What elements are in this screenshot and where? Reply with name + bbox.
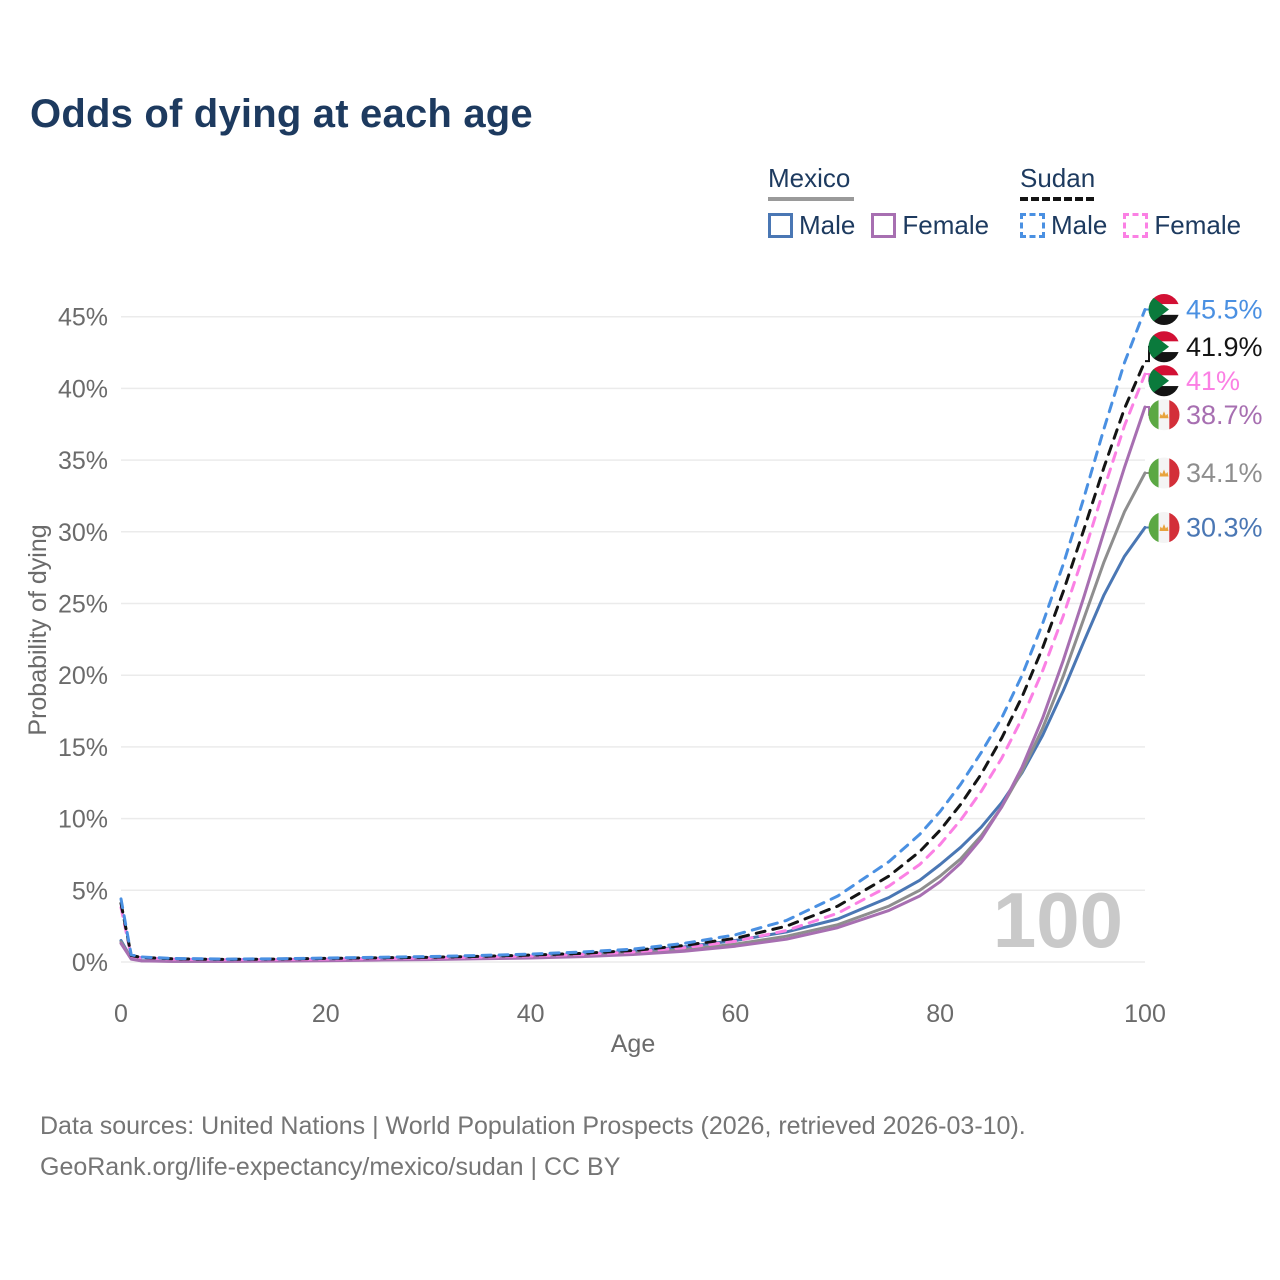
- x-tick-label: 80: [926, 1000, 954, 1028]
- footer-attribution[interactable]: GeoRank.org/life-expectancy/mexico/sudan…: [40, 1153, 621, 1181]
- legend-item-mexico-female[interactable]: Female: [871, 210, 989, 241]
- legend-item-sudan-female[interactable]: Female: [1123, 210, 1241, 241]
- y-tick-label: 45%: [58, 304, 108, 332]
- end-value-label-sudan-male: 45.5%: [1186, 295, 1263, 325]
- x-tick-label: 40: [517, 1000, 545, 1028]
- y-tick-label: 15%: [58, 734, 108, 762]
- mexico-flag-icon: [1148, 399, 1180, 431]
- footer-sources: Data sources: United Nations | World Pop…: [40, 1112, 1026, 1140]
- end-value-label-mexico-male: 30.3%: [1186, 512, 1263, 542]
- end-value-label-mexico-both-sexes: 34.1%: [1186, 458, 1263, 488]
- x-tick-label: 100: [1124, 1000, 1166, 1028]
- x-tick-label: 0: [114, 1000, 128, 1028]
- mexico-flag-icon: [1148, 511, 1180, 543]
- y-tick-label: 10%: [58, 806, 108, 834]
- y-tick-label: 25%: [58, 591, 108, 619]
- sudan-flag-icon: [1148, 294, 1180, 326]
- legend-country-label-sudan[interactable]: Sudan: [1020, 163, 1096, 193]
- sudan-flag-icon: [1148, 331, 1180, 363]
- footer: Data sources: United Nations | World Pop…: [40, 1106, 1026, 1188]
- y-tick-label: 5%: [72, 877, 108, 905]
- legend-item-mexico-male[interactable]: Male: [768, 210, 855, 241]
- end-value-label-sudan-female: 41%: [1186, 366, 1240, 396]
- legend-country-label-mexico[interactable]: Mexico: [768, 163, 851, 193]
- legend-underline-sudan: [1020, 197, 1094, 201]
- end-value-label-sudan-both-sexes: 41.9%: [1186, 332, 1263, 362]
- legend-item-sudan-male[interactable]: Male: [1020, 210, 1107, 241]
- mexico-male-swatch-icon: [768, 213, 793, 238]
- legend-item-label-mexico-female: Female: [902, 210, 990, 240]
- mexico-female-swatch-icon: [871, 213, 897, 238]
- sudan-female-swatch-icon: [1123, 213, 1149, 238]
- page-title: Odds of dying at each age: [30, 92, 533, 136]
- legend-group-mexico: Mexico Male Female: [768, 163, 989, 241]
- y-tick-label: 40%: [58, 375, 108, 403]
- sudan-flag-icon: [1148, 365, 1180, 397]
- line-chart[interactable]: 0% 5% 10% 15% 20% 25% 30% 35% 40% 45% 0 20 40 60 80 100…: [0, 0, 1280, 1080]
- y-axis-title: Probability of dying: [24, 524, 52, 735]
- series-line-mexico-female[interactable]: [119, 405, 1147, 963]
- series-line-sudan-female[interactable]: [119, 372, 1147, 962]
- legend: Mexico Male Female Sudan Male Female: [0, 163, 1280, 243]
- mexico-flag-icon: [1148, 457, 1180, 489]
- legend-group-sudan: Sudan Male Female: [1020, 163, 1241, 241]
- y-tick-label: 20%: [58, 662, 108, 690]
- y-tick-label: 30%: [58, 519, 108, 547]
- legend-item-label-sudan-female: Female: [1154, 210, 1242, 240]
- sudan-male-swatch-icon: [1020, 213, 1045, 238]
- legend-item-label-mexico-male: Male: [799, 210, 856, 240]
- series-line-sudan-male[interactable]: [119, 308, 1147, 961]
- x-tick-label: 20: [312, 1000, 340, 1028]
- legend-item-label-sudan-male: Male: [1051, 210, 1108, 240]
- y-tick-label: 35%: [58, 447, 108, 475]
- end-value-label-mexico-female: 38.7%: [1186, 400, 1263, 430]
- plot-area[interactable]: [121, 300, 1145, 962]
- legend-underline-mexico: [768, 197, 854, 201]
- x-axis-title: Age: [611, 1030, 655, 1058]
- x-tick-label: 60: [721, 1000, 749, 1028]
- y-tick-label: 0%: [72, 949, 108, 977]
- hover-age-indicator: 100: [993, 876, 1123, 964]
